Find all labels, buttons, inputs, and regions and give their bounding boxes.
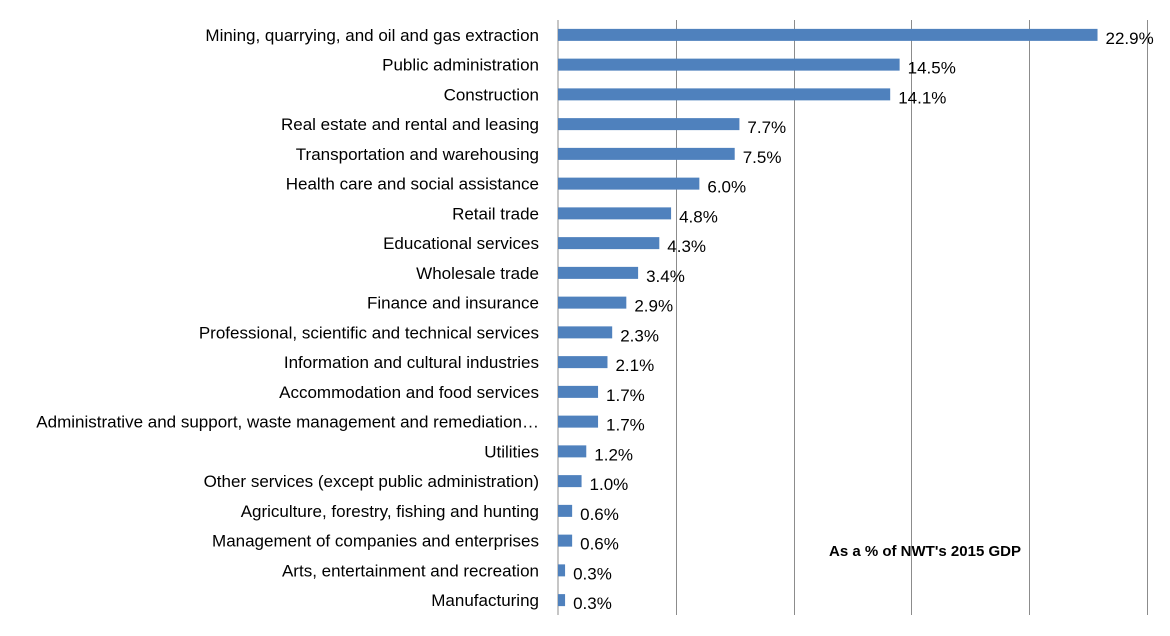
- gridlines: [676, 20, 1148, 615]
- category-label: Public administration: [382, 56, 539, 75]
- value-label: 2.1%: [615, 356, 654, 375]
- bar: [558, 88, 891, 101]
- category-label: Construction: [444, 85, 539, 104]
- bar: [558, 534, 573, 547]
- bar: [558, 296, 627, 309]
- bar: [558, 58, 900, 71]
- bar: [558, 237, 660, 250]
- value-label: 1.2%: [594, 445, 633, 464]
- bar: [558, 177, 700, 190]
- bar: [558, 504, 573, 517]
- bar: [558, 147, 735, 160]
- category-label: Real estate and rental and leasing: [281, 115, 539, 134]
- category-label: Mining, quarrying, and oil and gas extra…: [205, 26, 539, 45]
- category-label: Retail trade: [452, 204, 539, 223]
- value-label: 22.9%: [1106, 29, 1154, 48]
- chart-annotation: As a % of NWT's 2015 GDP: [829, 543, 1021, 560]
- value-label: 1.7%: [606, 386, 645, 405]
- value-label: 1.7%: [606, 416, 645, 435]
- value-label: 6.0%: [707, 178, 746, 197]
- bar: [558, 385, 599, 398]
- value-label: 4.8%: [679, 207, 718, 226]
- category-label: Manufacturing: [431, 591, 539, 610]
- bar: [558, 356, 608, 369]
- category-label: Finance and insurance: [367, 294, 539, 313]
- bar: [558, 445, 587, 458]
- category-label: Information and cultural industries: [284, 353, 539, 372]
- value-label: 0.6%: [580, 535, 619, 554]
- category-label: Educational services: [383, 234, 539, 253]
- category-label: Professional, scientific and technical s…: [199, 323, 539, 342]
- value-label: 2.9%: [634, 297, 673, 316]
- bar: [558, 564, 566, 577]
- value-label: 7.7%: [747, 118, 786, 137]
- value-label: 14.5%: [908, 59, 956, 78]
- bars: [558, 28, 1098, 607]
- category-label: Utilities: [484, 442, 539, 461]
- bar: [558, 28, 1098, 41]
- value-labels: 22.9% 14.5% 14.1% 7.7% 7.5% 6.0% 4.8% 4.3% 3.4% 2…: [573, 29, 1154, 613]
- value-label: 4.3%: [667, 237, 706, 256]
- category-label: Administrative and support, waste manage…: [36, 413, 539, 432]
- bar: [558, 415, 599, 428]
- category-labels: Mining, quarrying, and oil and gas extra…: [36, 26, 539, 610]
- category-label: Transportation and warehousing: [296, 145, 539, 164]
- value-label: 7.5%: [743, 148, 782, 167]
- bar: [558, 475, 582, 488]
- bar: [558, 326, 613, 339]
- category-label: Management of companies and enterprises: [212, 532, 539, 551]
- value-label: 0.6%: [580, 505, 619, 524]
- value-label: 0.3%: [573, 594, 612, 613]
- category-label: Agriculture, forestry, fishing and hunti…: [241, 502, 539, 521]
- bar: [558, 266, 639, 279]
- bar: [558, 207, 672, 220]
- value-label: 3.4%: [646, 267, 685, 286]
- bar: [558, 594, 566, 607]
- category-label: Health care and social assistance: [286, 175, 539, 194]
- bar: [558, 118, 740, 131]
- category-label: Other services (except public administra…: [204, 472, 539, 491]
- category-label: Wholesale trade: [416, 264, 539, 283]
- value-label: 1.0%: [590, 475, 629, 494]
- category-label: Arts, entertainment and recreation: [282, 561, 539, 580]
- value-label: 14.1%: [898, 88, 946, 107]
- category-label: Accommodation and food services: [279, 383, 539, 402]
- value-label: 2.3%: [620, 326, 659, 345]
- value-label: 0.3%: [573, 564, 612, 583]
